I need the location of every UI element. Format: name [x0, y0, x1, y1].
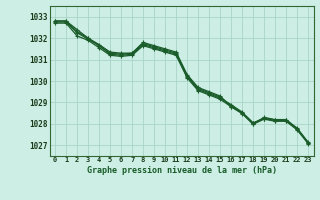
- X-axis label: Graphe pression niveau de la mer (hPa): Graphe pression niveau de la mer (hPa): [87, 166, 276, 175]
